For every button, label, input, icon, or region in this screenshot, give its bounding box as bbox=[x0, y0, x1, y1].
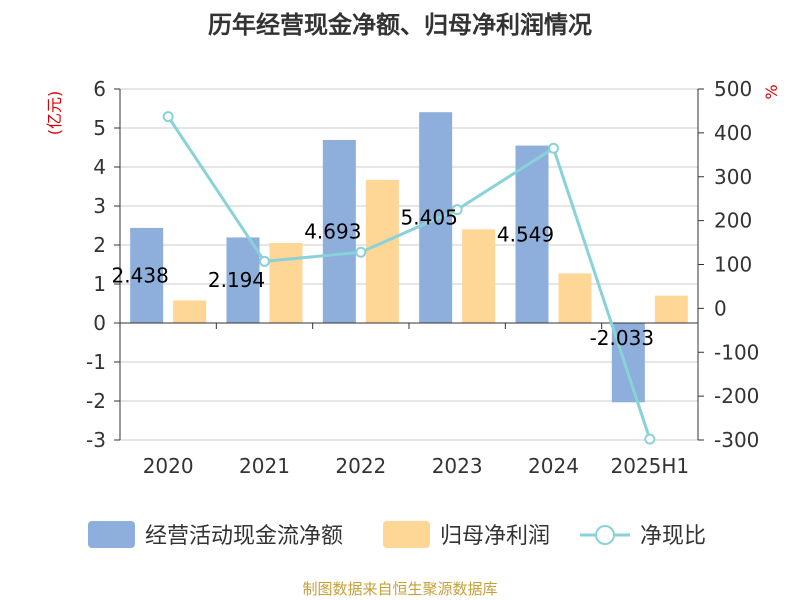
y-tick-label: 6 bbox=[93, 77, 106, 101]
data-label: -2.033 bbox=[590, 326, 654, 350]
legend: 经营活动现金流净额 归母净利润 净现比 bbox=[88, 521, 706, 549]
x-tick-label: 2024 bbox=[528, 454, 579, 478]
legend-swatch-0 bbox=[88, 521, 135, 548]
y-tick-label: -3 bbox=[86, 428, 106, 452]
bar-cashflow bbox=[130, 227, 164, 323]
line-point bbox=[548, 142, 559, 154]
y-tick-label: 4 bbox=[93, 155, 106, 179]
y-tick-label: -2 bbox=[86, 389, 106, 413]
legend-label: 归母净利润 bbox=[440, 524, 550, 549]
data-label: 2.438 bbox=[112, 263, 169, 287]
legend-marker bbox=[595, 525, 615, 545]
source-note: 制图数据来自恒生聚源数据库 bbox=[302, 580, 497, 598]
y-axis-unit-label: (亿元) bbox=[45, 91, 64, 136]
line-point bbox=[644, 433, 656, 445]
legend-swatch-1 bbox=[383, 521, 430, 548]
y2-tick-label: 500 bbox=[714, 77, 752, 101]
x-tick-label: 2023 bbox=[432, 454, 483, 478]
y-tick-label: -1 bbox=[86, 350, 106, 374]
bar-net-profit bbox=[558, 273, 592, 323]
y2-tick-label: -200 bbox=[714, 384, 759, 408]
data-label: 2.194 bbox=[208, 268, 265, 292]
x-tick-label: 2020 bbox=[143, 454, 194, 478]
x-tick-label: 2022 bbox=[335, 454, 386, 478]
line-point bbox=[259, 255, 270, 267]
data-label: 4.549 bbox=[497, 222, 554, 246]
axes: -3 -2 -1 0 1 2 3 4 5 6 -300 -200 -100 0 100 200 300 400 50… bbox=[86, 77, 759, 478]
bars bbox=[130, 112, 688, 403]
y-tick-label: 5 bbox=[93, 116, 106, 140]
y2-tick-label: 300 bbox=[714, 165, 752, 189]
y-tick-label: 0 bbox=[93, 311, 106, 335]
grid bbox=[120, 88, 698, 441]
legend-label: 净现比 bbox=[640, 524, 706, 549]
y2-tick-label: 100 bbox=[714, 253, 752, 277]
line-point bbox=[355, 246, 367, 258]
bar-net-profit bbox=[173, 300, 207, 323]
x-tick-label: 2021 bbox=[239, 454, 290, 478]
data-label: 5.405 bbox=[401, 206, 458, 230]
data-labels: 2.438 2.194 4.693 5.405 4.549 -2.033 bbox=[112, 206, 655, 350]
bar-net-profit bbox=[462, 229, 496, 323]
y-tick-label: 2 bbox=[93, 233, 106, 257]
bar-cashflow bbox=[226, 237, 260, 323]
bar-net-profit bbox=[365, 179, 399, 323]
y2-tick-label: -300 bbox=[714, 428, 759, 452]
line-series bbox=[162, 111, 656, 445]
line-point bbox=[451, 204, 463, 216]
line-ratio bbox=[166, 115, 652, 440]
chart-title: 历年经营现金净额、归母净利润情况 bbox=[208, 11, 592, 39]
y2-tick-label: 400 bbox=[714, 121, 752, 145]
y2-tick-label: 200 bbox=[714, 209, 752, 233]
x-tick-label: 2025H1 bbox=[610, 454, 689, 478]
bar-net-profit bbox=[269, 243, 303, 323]
bar-cashflow bbox=[515, 145, 549, 323]
y2-tick-label: -100 bbox=[714, 340, 759, 364]
line-point bbox=[162, 111, 174, 123]
y2-tick-label: 0 bbox=[714, 296, 727, 320]
y-tick-label: 3 bbox=[93, 194, 106, 218]
data-label: 4.693 bbox=[304, 219, 361, 243]
legend-label: 经营活动现金流净额 bbox=[145, 524, 343, 549]
bar-cashflow bbox=[322, 139, 356, 323]
bar-net-profit bbox=[654, 295, 688, 323]
y-tick-label: 1 bbox=[93, 272, 106, 296]
y2-axis-unit-label: % bbox=[762, 84, 781, 99]
